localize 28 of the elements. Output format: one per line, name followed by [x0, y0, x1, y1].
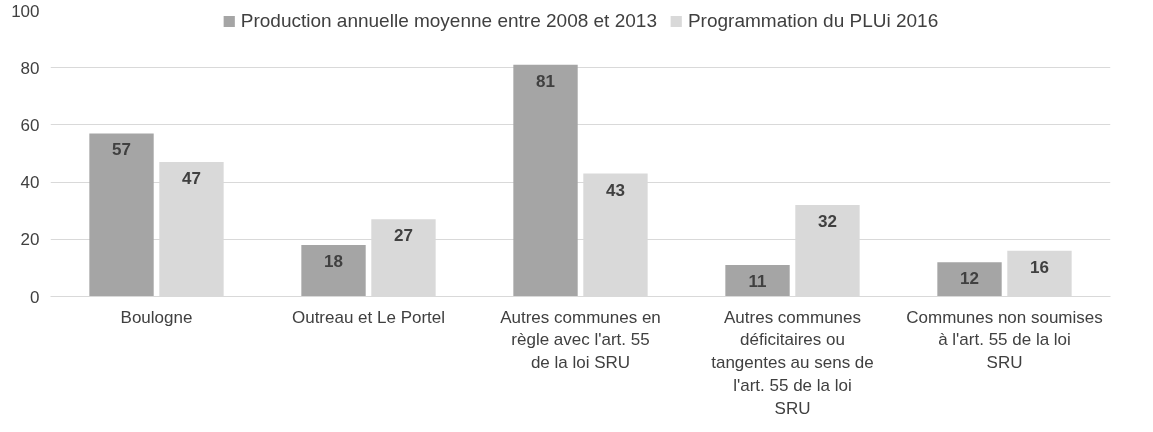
legend-label: Programmation du PLUi 2016: [687, 10, 939, 32]
y-tick-label: 40: [20, 173, 40, 193]
y-tick-label: 100: [11, 1, 40, 21]
x-tick-label: Boulogne: [120, 307, 193, 327]
legend-label: Production annuelle moyenne entre 2008 et 2013: [240, 10, 657, 32]
data-label: 27: [394, 226, 413, 246]
data-label: 16: [1030, 257, 1049, 277]
x-tick-label: Outreau et Le Portel: [291, 307, 446, 327]
bar: [301, 245, 366, 297]
data-label: 43: [606, 180, 625, 200]
data-label: 32: [818, 211, 837, 231]
data-label: 18: [324, 252, 343, 272]
data-label: 12: [960, 269, 979, 289]
x-tick-label: Communes non soumises à l'art. 55 de la loi SRU: [906, 307, 1103, 373]
data-label: 47: [182, 169, 201, 189]
y-tick-label: 20: [20, 230, 40, 250]
bar: [513, 64, 578, 297]
bar: [937, 262, 1002, 297]
bar: [89, 133, 154, 297]
y-tick-label: 60: [20, 115, 40, 135]
data-label: 11: [748, 272, 767, 292]
x-tick-label: Autres communes déficitaires ou tangentes au sens de l'art. 55 de la loi SRU: [711, 307, 874, 418]
y-tick-label: 0: [30, 287, 40, 307]
bar: [725, 265, 790, 297]
data-label: 57: [112, 140, 131, 160]
x-tick-label: Autres communes en règle avec l'art. 55 de la loi SRU: [500, 307, 661, 373]
y-tick-label: 80: [20, 58, 40, 78]
data-label: 81: [536, 71, 555, 91]
